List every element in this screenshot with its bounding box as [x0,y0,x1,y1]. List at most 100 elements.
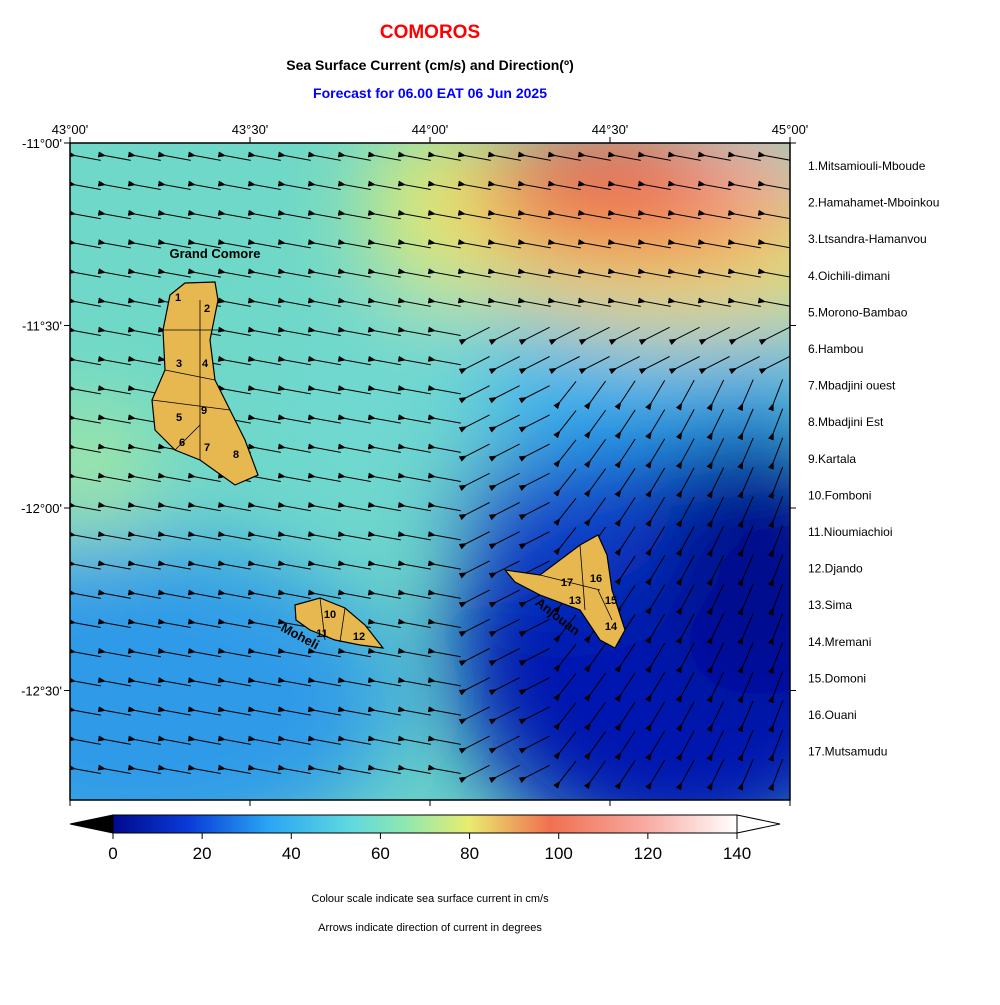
arrow [397,764,431,775]
arrow [367,209,401,220]
arrow [457,209,491,220]
arrow [97,268,131,278]
arrow [758,356,790,375]
arrow [397,735,431,745]
arrow [157,209,191,220]
lon-label: 45°00' [772,122,809,137]
arrow [217,268,251,278]
arrow [607,268,641,278]
arrow [675,379,695,411]
arrow [187,472,221,483]
colorbar-label: 60 [371,844,390,863]
subtitle: Sea Surface Current (cm/s) and Direction… [286,57,574,73]
arrow [337,414,371,424]
arrow [157,472,191,483]
arrow [217,355,251,366]
arrow [247,443,281,453]
arrow [307,501,341,512]
arrow [277,706,311,716]
colorbar-label: 100 [545,844,573,863]
arrow [427,268,461,278]
arrow [247,239,281,249]
arrow [187,735,221,745]
legend-entry: 17.Mutsamudu [808,745,887,759]
arrow [307,180,341,191]
arrow [675,525,695,557]
arrow [457,268,491,278]
arrow [737,700,754,733]
arrow [217,385,251,395]
arrow [458,385,490,404]
arrow [675,584,695,616]
colorbar-label: 80 [460,844,479,863]
arrow [277,180,311,191]
arrow [277,385,311,395]
arrow [127,501,161,512]
arrow [127,209,161,220]
lat-label: -11°00' [22,136,62,151]
arrow [458,677,490,696]
arrow [247,355,281,366]
arrow [397,472,431,483]
arrow [675,496,695,528]
arrow [277,414,311,424]
arrow [127,443,161,453]
arrow [614,555,636,586]
arrow [217,239,251,249]
arrow [247,180,281,191]
arrow [427,209,461,220]
arrow [427,385,461,395]
arrow [427,764,461,775]
arrow [70,443,101,453]
arrow [247,209,281,220]
arrow [397,618,431,629]
arrow [157,677,191,687]
arrow [397,326,431,337]
arrow [668,326,700,345]
arrow [675,701,695,732]
arrow [97,472,131,483]
colorbar-ramp [112,814,738,834]
arrow [367,268,401,278]
arrow [277,531,311,541]
arrow [583,497,607,527]
arrow [577,151,611,161]
arrow [127,560,161,570]
arrow [697,209,731,220]
arrow [337,589,371,599]
colorbar: 0 20 40 60 80 100 120 140 [69,814,781,863]
arrow [367,239,401,249]
arrow [247,764,281,775]
arrow [247,385,281,395]
arrow [768,700,784,733]
arrow [488,443,520,462]
arrow [517,239,551,249]
arrow [727,297,761,307]
arrow [307,560,341,570]
arrow [127,326,161,337]
arrow [97,385,131,395]
colorbar-label: 140 [723,844,751,863]
arrow [583,731,607,760]
arrow [547,268,581,278]
arrow [737,671,754,704]
arrow [187,151,221,161]
arrow [70,560,101,570]
legend-entry: 5.Morono-Bambao [808,305,908,319]
arrow [277,297,311,307]
arrow [427,589,461,599]
arrow [577,268,611,278]
arrow [607,239,641,249]
legend-entry: 15.Domoni [808,671,866,685]
arrow [487,268,521,278]
arrow [577,239,611,249]
arrow [706,642,725,674]
arrow [247,677,281,687]
legend-entry: 2.Hamahamet-Mboinkou [808,196,939,210]
lat-label: -12°30' [21,684,62,699]
arrow [217,297,251,307]
arrow [427,414,461,424]
lat-label: -11°30' [22,319,62,334]
arrow [614,760,636,790]
colorbar-label: 0 [108,844,117,863]
